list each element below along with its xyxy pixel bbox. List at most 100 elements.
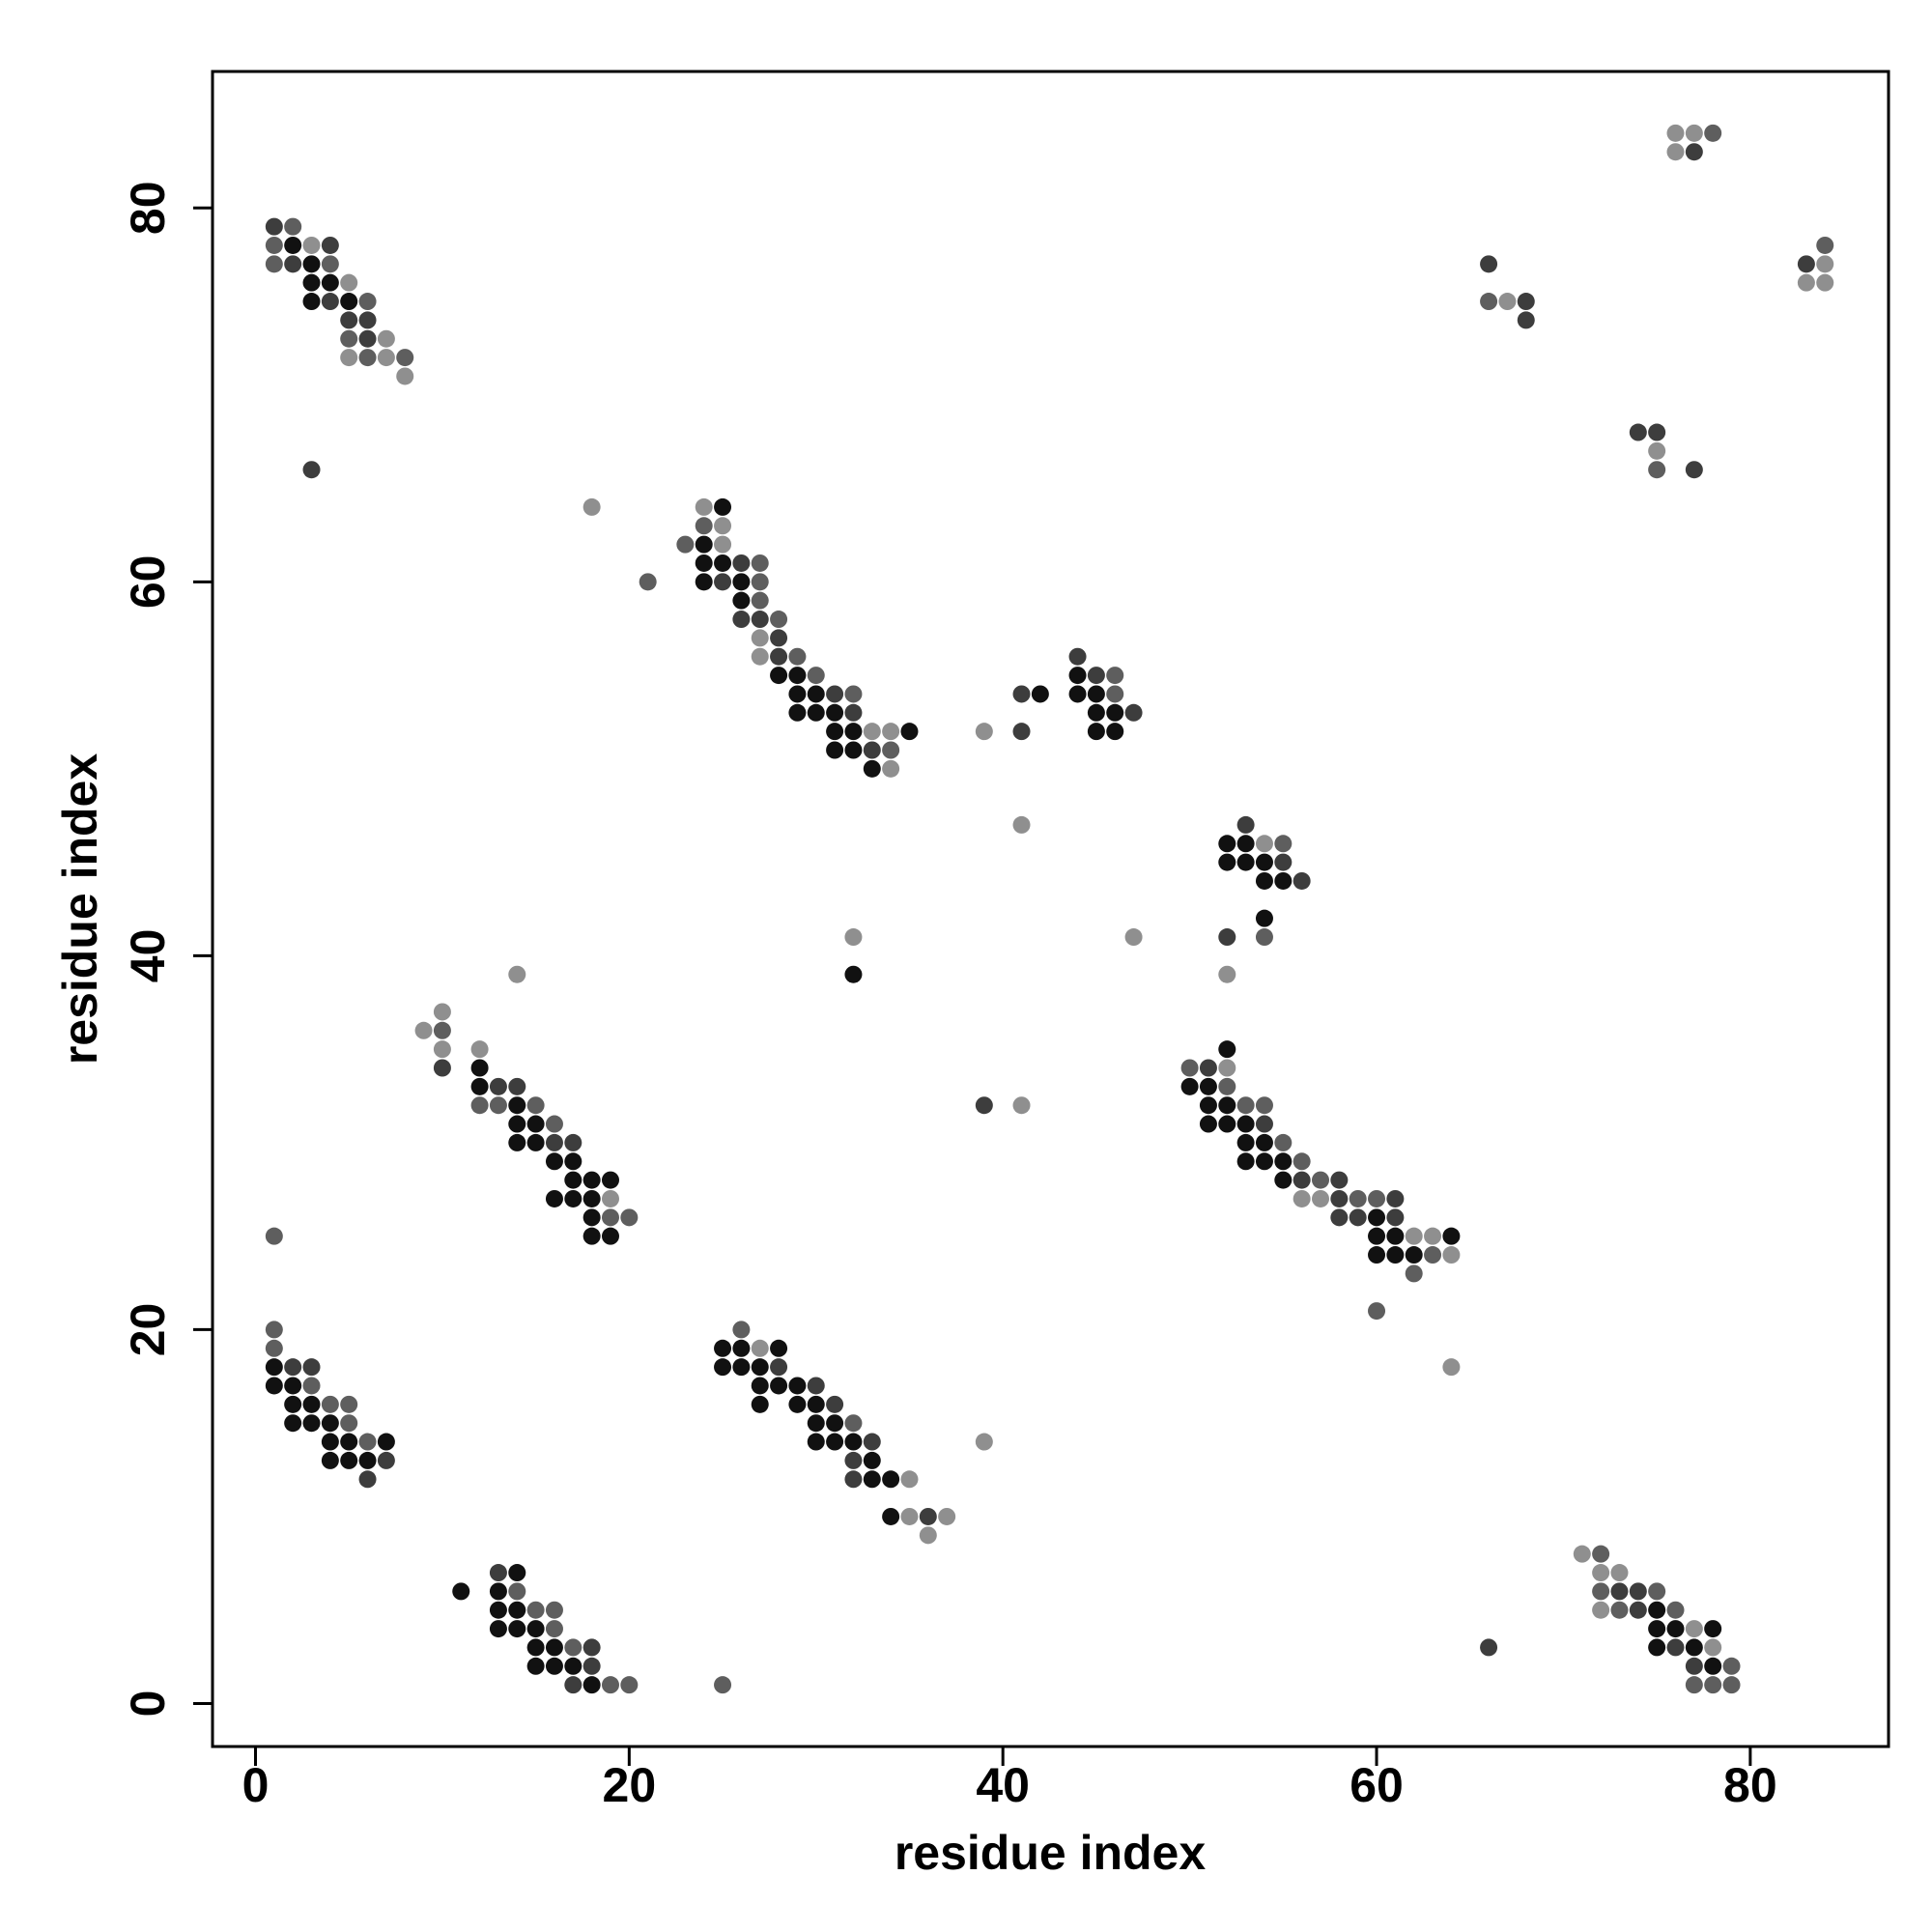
point (1573, 1545, 1591, 1563)
point (1685, 1657, 1703, 1675)
point (1722, 1657, 1741, 1675)
point (844, 703, 863, 722)
point (1722, 1676, 1741, 1694)
point (508, 1077, 526, 1095)
point (1424, 1227, 1442, 1245)
point (1274, 1152, 1293, 1171)
point (302, 1395, 321, 1413)
point (1012, 685, 1031, 703)
point (340, 349, 358, 367)
point (601, 1227, 619, 1245)
point (1704, 1676, 1722, 1694)
point (826, 1414, 844, 1433)
point (975, 1433, 993, 1451)
point (807, 1433, 825, 1451)
point (751, 554, 769, 572)
point (1068, 667, 1087, 685)
x-tick-label: 40 (976, 1758, 1030, 1812)
point (601, 1189, 619, 1208)
point (1480, 293, 1498, 311)
point (1255, 1152, 1273, 1171)
point (1087, 667, 1105, 685)
point (751, 1395, 769, 1413)
x-tick-label: 60 (1350, 1758, 1404, 1812)
point (340, 1395, 358, 1413)
point (1330, 1189, 1349, 1208)
point (826, 703, 844, 722)
plot-frame (211, 70, 1890, 1748)
point (938, 1507, 956, 1525)
point (1386, 1208, 1405, 1227)
point (545, 1601, 563, 1619)
point (1274, 835, 1293, 853)
point (695, 497, 713, 516)
point (564, 1189, 582, 1208)
point (340, 1451, 358, 1469)
point (470, 1077, 489, 1095)
point (508, 965, 526, 983)
point (1610, 1564, 1629, 1582)
point (545, 1638, 563, 1657)
point (1199, 1096, 1217, 1115)
point (265, 236, 283, 254)
point (1442, 1358, 1461, 1377)
point (732, 554, 751, 572)
point (770, 629, 788, 647)
point (751, 1339, 769, 1357)
point (1666, 124, 1685, 142)
point (751, 1358, 769, 1377)
y-tick-label: 80 (121, 181, 175, 235)
point (732, 573, 751, 591)
point (1405, 1246, 1423, 1264)
point (732, 1339, 751, 1357)
point (284, 1414, 302, 1433)
point (844, 723, 863, 741)
point (1442, 1227, 1461, 1245)
point (714, 535, 732, 554)
point (582, 1657, 601, 1675)
point (1012, 1096, 1031, 1115)
point (1685, 1638, 1703, 1657)
point (545, 1115, 563, 1133)
point (508, 1620, 526, 1638)
point (1199, 1115, 1217, 1133)
point (582, 1227, 601, 1245)
point (751, 629, 769, 647)
point (1480, 1638, 1498, 1657)
point (321, 1433, 339, 1451)
point (265, 1321, 283, 1339)
point (788, 703, 807, 722)
point (302, 1377, 321, 1395)
point (826, 741, 844, 759)
point (340, 1414, 358, 1433)
point (1106, 723, 1124, 741)
point (302, 293, 321, 311)
point (265, 1339, 283, 1357)
point (826, 1433, 844, 1451)
point (1704, 124, 1722, 142)
point (1592, 1601, 1610, 1619)
point (489, 1564, 507, 1582)
point (265, 1377, 283, 1395)
point (265, 217, 283, 236)
point (582, 1189, 601, 1208)
point (1685, 1620, 1703, 1638)
point (770, 1377, 788, 1395)
point (807, 667, 825, 685)
point (396, 367, 414, 385)
point (265, 255, 283, 273)
point (601, 1676, 619, 1694)
point (1087, 685, 1105, 703)
point (1816, 255, 1834, 273)
point (695, 535, 713, 554)
point (377, 1451, 395, 1469)
point (1218, 928, 1236, 947)
point (1012, 723, 1031, 741)
point (508, 1115, 526, 1133)
point (564, 1152, 582, 1171)
point (526, 1133, 545, 1151)
point (358, 1433, 377, 1451)
point (882, 1470, 900, 1489)
point (1012, 815, 1031, 834)
